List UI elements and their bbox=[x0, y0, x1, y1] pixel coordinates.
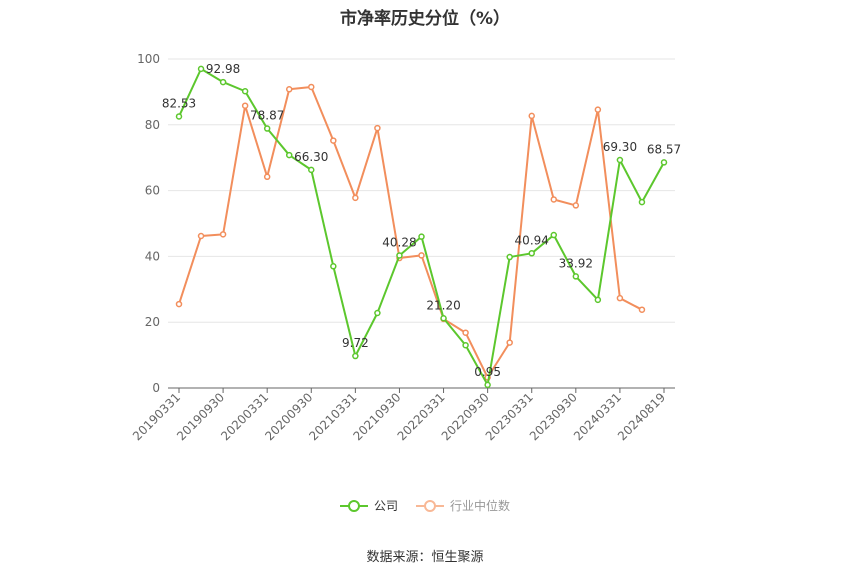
data-point bbox=[638, 198, 646, 206]
data-label: 0.95 bbox=[474, 365, 501, 379]
data-label: 33.92 bbox=[559, 256, 593, 270]
data-point bbox=[263, 125, 271, 132]
data-point bbox=[374, 309, 381, 317]
data-point bbox=[528, 250, 535, 257]
data-point bbox=[506, 253, 513, 261]
data-label: 68.57 bbox=[647, 142, 681, 156]
data-point bbox=[241, 87, 249, 95]
legend-company-label: 公司 bbox=[373, 499, 398, 513]
data-point bbox=[616, 156, 624, 164]
data-point bbox=[285, 151, 293, 159]
data-label: 92.98 bbox=[206, 62, 240, 76]
data-point bbox=[638, 306, 646, 313]
data-point bbox=[352, 194, 359, 202]
y-tick-label: 20 bbox=[145, 315, 160, 329]
chart-title: 市净率历史分位（%） bbox=[339, 9, 511, 29]
data-label: 9.72 bbox=[342, 336, 369, 350]
data-point bbox=[241, 102, 249, 109]
data-point bbox=[440, 315, 447, 322]
data-point bbox=[308, 83, 315, 91]
legend-item-industry-median[interactable]: 行业中位数 bbox=[416, 497, 510, 514]
data-point bbox=[263, 173, 271, 181]
y-tick-label: 80 bbox=[145, 118, 160, 132]
data-point bbox=[462, 341, 469, 349]
legend-industry-swatch bbox=[416, 499, 444, 513]
data-label: 82.53 bbox=[162, 96, 196, 110]
data-point bbox=[330, 263, 337, 270]
data-point bbox=[396, 252, 403, 259]
legend-item-company[interactable]: 公司 bbox=[339, 497, 398, 514]
data-point bbox=[219, 231, 227, 238]
legend-industry-label: 行业中位数 bbox=[450, 499, 511, 513]
data-point bbox=[352, 352, 359, 360]
data-point bbox=[330, 137, 337, 144]
data-point bbox=[594, 296, 602, 304]
data-label: 21.20 bbox=[426, 298, 460, 312]
data-label: 78.87 bbox=[250, 109, 284, 123]
data-point bbox=[462, 329, 469, 336]
data-label: 40.28 bbox=[382, 235, 416, 249]
data-point bbox=[594, 106, 602, 113]
data-point bbox=[175, 300, 183, 308]
y-tick-label: 40 bbox=[145, 249, 160, 263]
data-point bbox=[197, 232, 205, 240]
data-point bbox=[572, 273, 580, 280]
data-point bbox=[219, 78, 227, 86]
data-point bbox=[484, 381, 491, 389]
data-point bbox=[308, 166, 315, 174]
data-point bbox=[506, 339, 513, 346]
x-tick-label: 20240819 bbox=[615, 390, 668, 443]
y-tick-label: 60 bbox=[145, 184, 160, 198]
data-point bbox=[285, 86, 293, 93]
data-point bbox=[374, 124, 381, 132]
legend-company-swatch bbox=[339, 499, 368, 513]
data-point bbox=[550, 231, 558, 239]
data-label: 40.94 bbox=[515, 233, 549, 247]
data-point bbox=[572, 202, 580, 209]
data-point bbox=[175, 113, 183, 120]
data-point bbox=[528, 112, 535, 120]
data-point bbox=[197, 65, 205, 73]
data-point bbox=[660, 159, 668, 166]
y-tick-label: 0 bbox=[152, 381, 160, 395]
series-line-1 bbox=[178, 85, 643, 379]
y-tick-label: 100 bbox=[137, 52, 160, 66]
data-point bbox=[418, 233, 425, 240]
data-point bbox=[550, 196, 558, 203]
data-point bbox=[418, 252, 425, 259]
data-source: 数据来源：恒生聚源 bbox=[366, 550, 484, 565]
data-point bbox=[616, 294, 624, 302]
line-chart: 0204060801002019033120190930202003312020… bbox=[130, 52, 681, 443]
data-label: 66.30 bbox=[294, 150, 328, 164]
data-label: 69.30 bbox=[603, 140, 637, 154]
chart-legend: 公司 行业中位数 bbox=[0, 497, 850, 514]
